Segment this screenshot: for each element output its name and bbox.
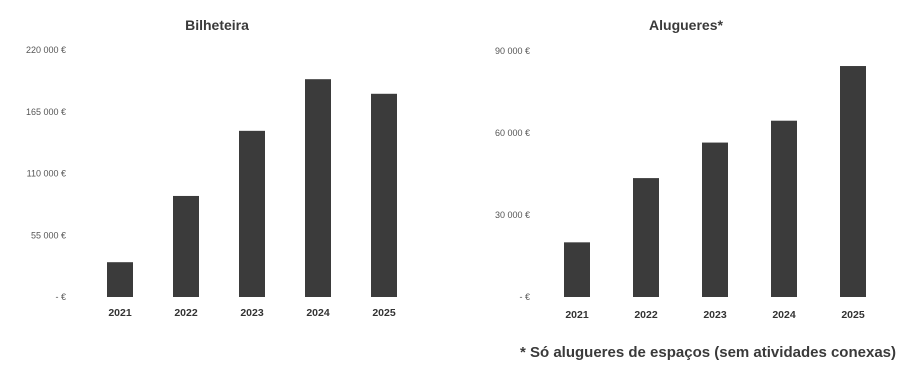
chart-alugueres: Alugueres* - € 30 000 € 60 000 € 90 000 € 20… <box>495 17 866 321</box>
y-tick-label: 165 000 € <box>26 107 66 117</box>
x-tick-label: 2022 <box>634 309 658 321</box>
x-tick-label: 2025 <box>841 309 865 321</box>
bar-2021 <box>564 242 590 297</box>
chart-title: Bilheteira <box>185 17 249 33</box>
chart-bilheteira: Bilheteira - € 55 000 € 110 000 € 165 000 €… <box>26 17 397 319</box>
footnote: * Só alugueres de espaços (sem atividade… <box>520 344 896 361</box>
x-tick-label: 2025 <box>372 307 396 319</box>
x-tick-label: 2024 <box>306 307 330 319</box>
y-tick-label: 220 000 € <box>26 45 66 55</box>
bar-2022 <box>173 195 199 297</box>
bar-2024 <box>771 120 797 297</box>
bar-2021 <box>107 262 133 297</box>
bar-2023 <box>239 130 265 297</box>
y-tick-label: 60 000 € <box>495 128 530 138</box>
bar-2025 <box>371 93 397 297</box>
x-tick-label: 2023 <box>703 309 727 321</box>
x-tick-label: 2022 <box>174 307 198 319</box>
bar-2023 <box>702 142 728 297</box>
x-tick-label: 2024 <box>772 309 796 321</box>
bar-2025 <box>840 66 866 298</box>
bar-2024 <box>305 79 331 297</box>
charts-canvas: Bilheteira - € 55 000 € 110 000 € 165 000 €… <box>26 17 866 321</box>
y-tick-label: 55 000 € <box>31 230 66 240</box>
y-tick-label: 30 000 € <box>495 210 530 220</box>
y-tick-label: - € <box>519 292 530 302</box>
chart-title: Alugueres* <box>649 17 723 33</box>
y-tick-label: 110 000 € <box>27 169 66 179</box>
y-tick-label: - € <box>55 292 66 302</box>
x-tick-label: 2023 <box>240 307 264 319</box>
y-tick-label: 90 000 € <box>495 46 530 56</box>
x-tick-label: 2021 <box>108 307 132 319</box>
bar-2022 <box>633 178 659 297</box>
x-tick-label: 2021 <box>565 309 589 321</box>
